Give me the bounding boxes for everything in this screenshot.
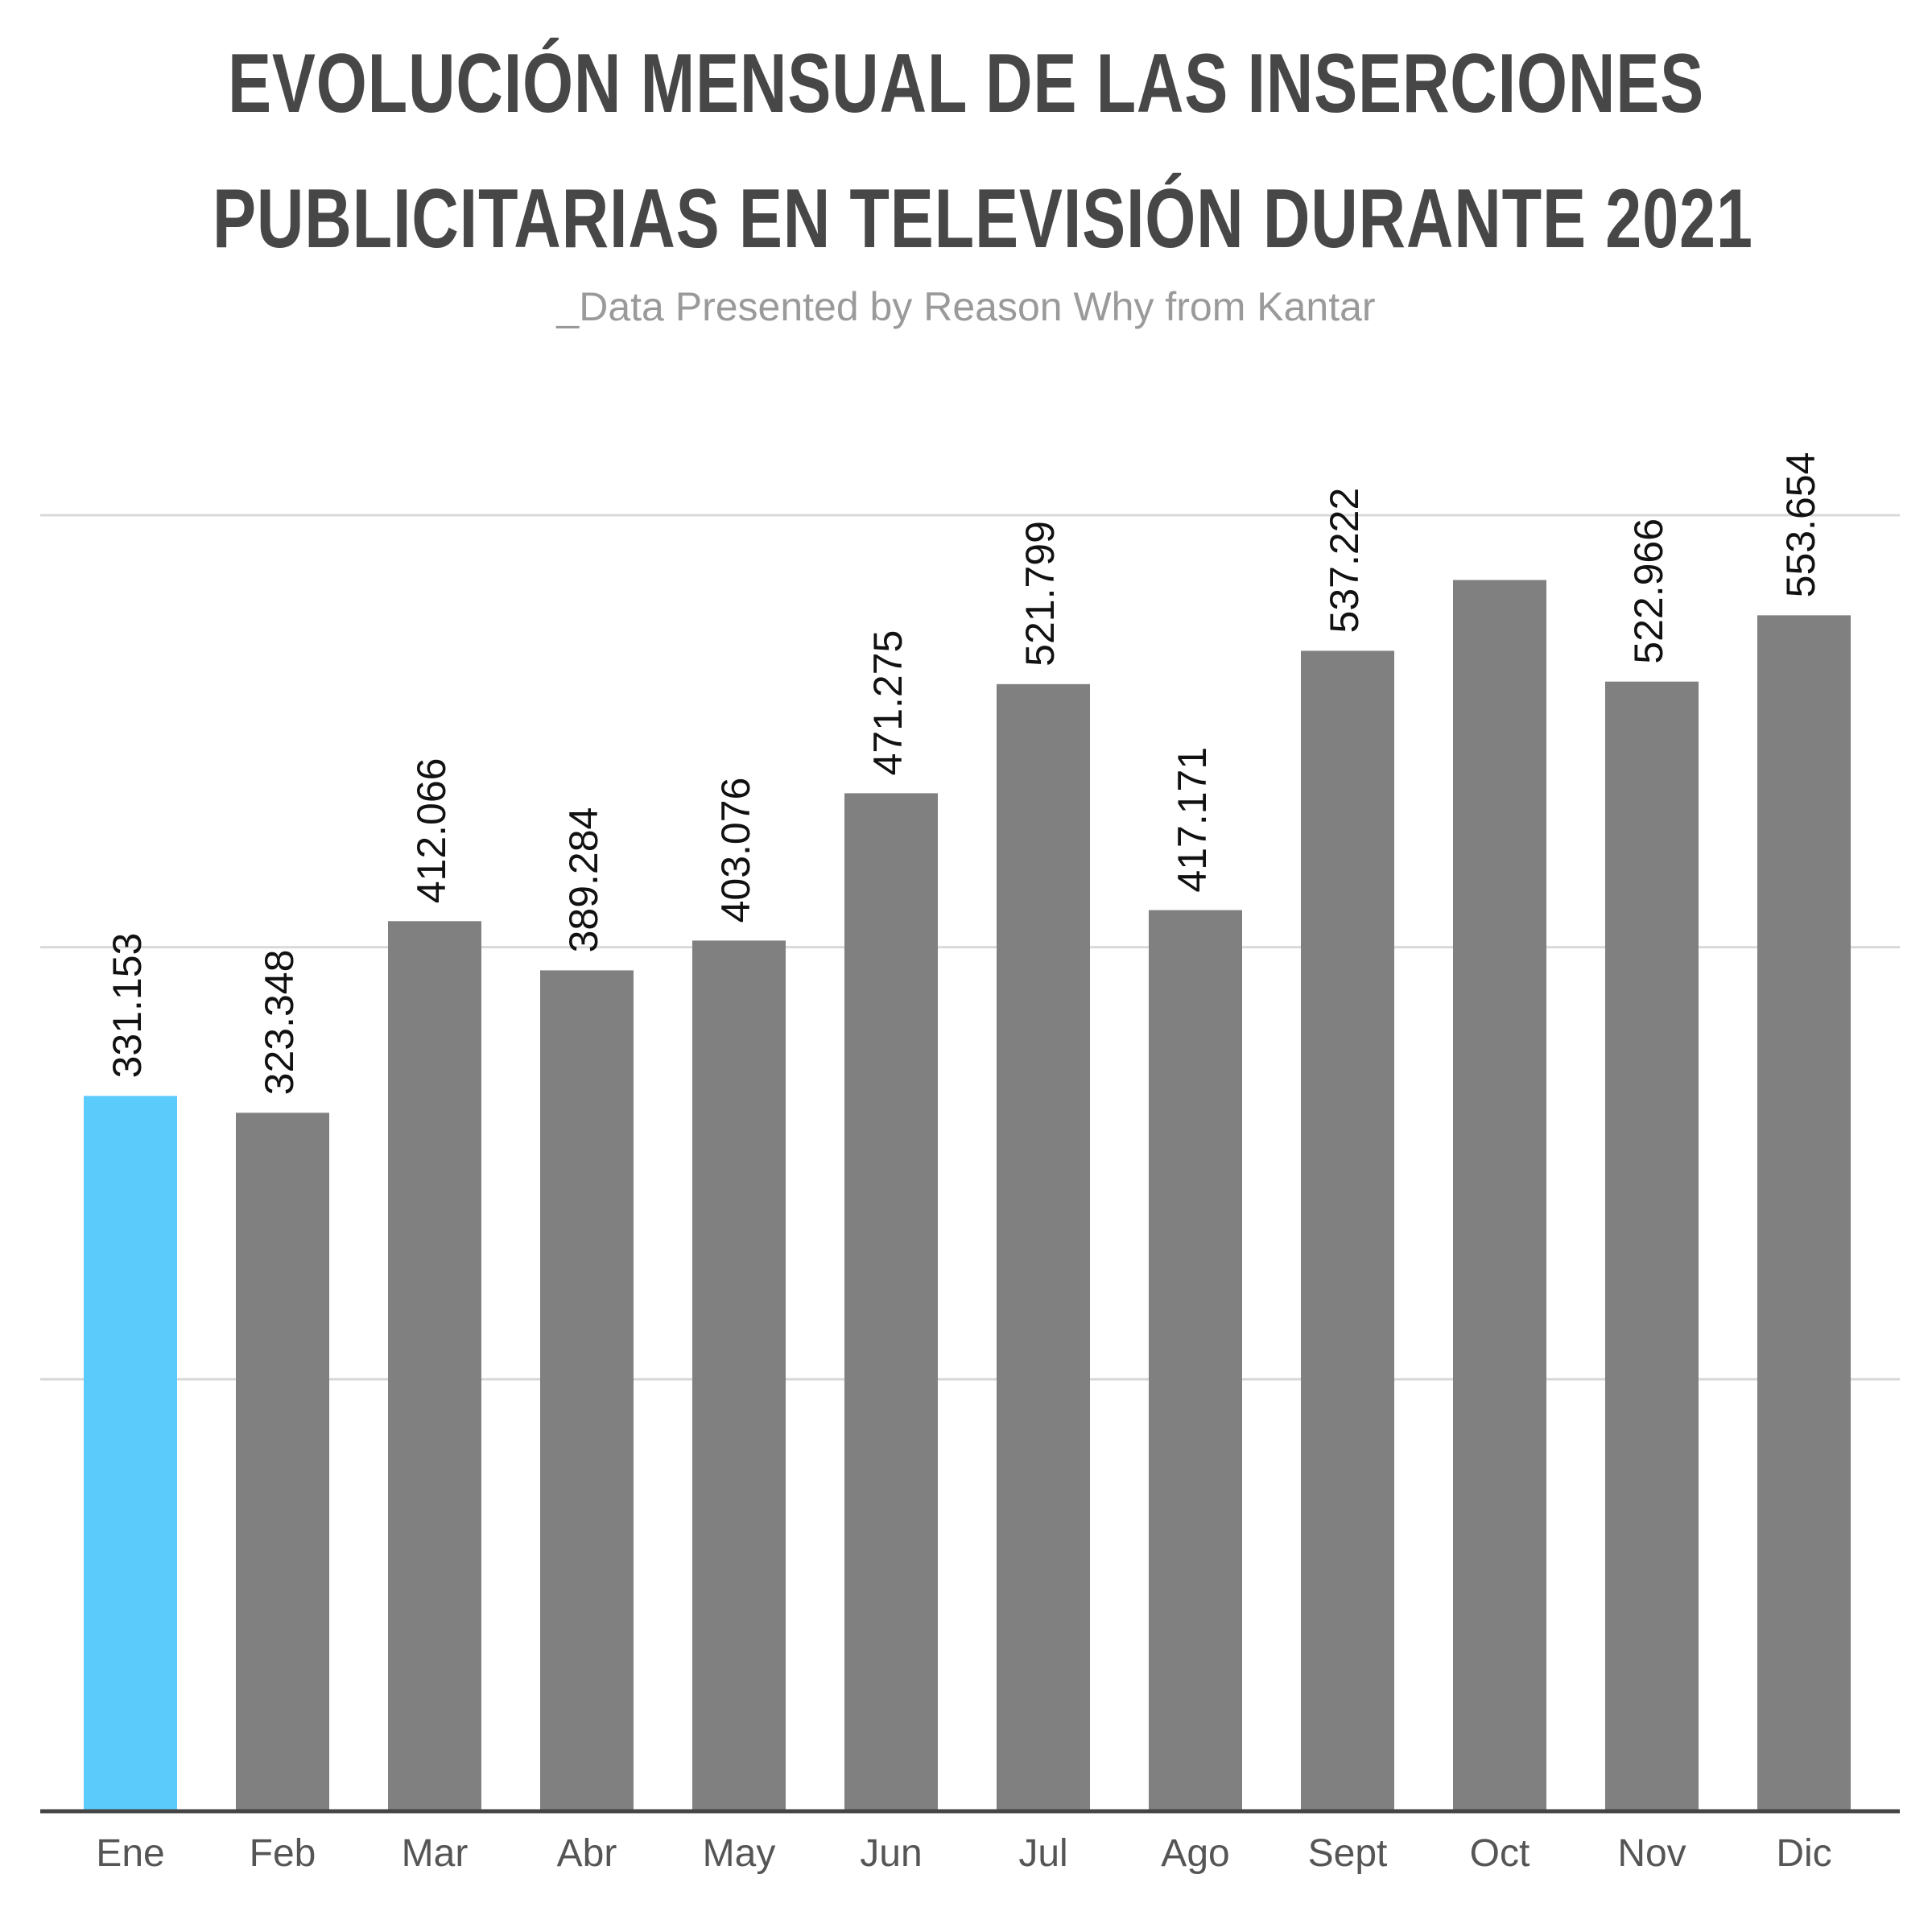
bar-nov [1605, 681, 1699, 1811]
x-tick-may: May [703, 1832, 776, 1875]
data-label-mar: 412.066 [409, 758, 454, 904]
data-label-nov: 522.966 [1626, 518, 1671, 664]
bar-oct [1453, 580, 1546, 1811]
x-tick-mar: Mar [402, 1832, 469, 1875]
chart-subtitle: _Data Presented by Reason Why from Kanta… [556, 284, 1376, 329]
bar-dic [1757, 615, 1851, 1811]
x-tick-abr: Abr [557, 1832, 617, 1875]
x-tick-jun: Jun [860, 1832, 922, 1875]
data-label-ago: 417.171 [1170, 747, 1215, 893]
bar-jul [997, 683, 1090, 1811]
chart-title-line-2: PUBLICITARIAS EN TELEVISIÓN DURANTE 2021 [213, 172, 1753, 266]
data-label-sept: 537.222 [1322, 488, 1367, 634]
bar-ago [1149, 910, 1242, 1811]
data-label-ene: 331.153 [105, 933, 150, 1079]
chart-title: EVOLUCIÓN MENSUAL DE LAS INSERCIONES PUB… [213, 16, 1753, 287]
x-tick-dic: Dic [1776, 1832, 1831, 1875]
bar-abr [540, 970, 634, 1811]
bar-feb [236, 1113, 329, 1811]
x-tick-ago: Ago [1161, 1832, 1229, 1875]
data-label-may: 403.076 [713, 778, 758, 923]
data-label-dic: 553.654 [1778, 452, 1823, 598]
chart-title-line-1: EVOLUCIÓN MENSUAL DE LAS INSERCIONES [228, 37, 1704, 130]
bar-mar [388, 921, 481, 1811]
bar-ene [84, 1096, 177, 1811]
x-tick-feb: Feb [250, 1832, 316, 1875]
data-label-abr: 389.284 [561, 807, 606, 953]
x-tick-jul: Jul [1018, 1832, 1067, 1875]
x-tick-oct: Oct [1470, 1832, 1530, 1875]
x-tick-ene: Ene [96, 1832, 164, 1875]
data-label-jun: 471.275 [865, 630, 910, 776]
x-tick-sept: Sept [1308, 1832, 1388, 1875]
bar-sept [1301, 650, 1394, 1811]
bar-may [692, 940, 786, 1811]
x-tick-nov: Nov [1617, 1832, 1686, 1875]
data-label-jul: 521.799 [1018, 521, 1063, 667]
bar-jun [844, 793, 938, 1811]
data-label-feb: 323.348 [257, 950, 302, 1096]
